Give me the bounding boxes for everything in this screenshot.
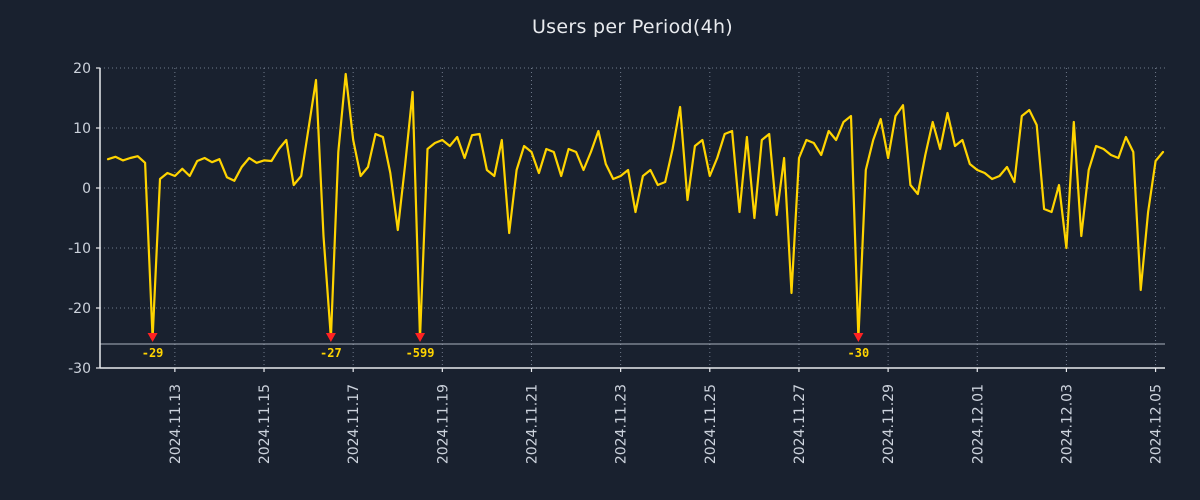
x-tick-label: 2024.11.25 <box>703 384 719 464</box>
min-marker-label: -27 <box>320 346 342 360</box>
x-tick-label: 2024.11.17 <box>346 384 362 464</box>
chart-title: Users per Period(4h) <box>531 16 734 38</box>
x-tick-label: 2024.11.19 <box>435 384 451 464</box>
min-marker-icon <box>853 333 864 342</box>
min-marker-icon <box>147 333 158 342</box>
y-tick-label: 10 <box>73 121 91 137</box>
min-marker-icon <box>415 333 426 342</box>
min-marker-label: -599 <box>406 346 435 360</box>
y-tick-label: -20 <box>68 301 91 317</box>
x-tick-label: 2024.11.13 <box>168 384 184 464</box>
gridlines <box>100 67 1165 368</box>
y-tick-label: 0 <box>82 181 91 197</box>
min-marker-icon <box>325 333 336 342</box>
x-tick-label: 2024.11.15 <box>257 384 273 464</box>
x-axis-labels: 2024.11.13 2024.11.15 2024.11.17 2024.11.19… <box>168 368 1165 464</box>
x-tick-label: 2024.12.01 <box>970 384 986 464</box>
min-marker-label: -29 <box>142 346 164 360</box>
y-tick-label: -10 <box>68 241 91 257</box>
x-tick-label: 2024.11.23 <box>614 384 630 464</box>
x-tick-label: 2024.11.27 <box>792 384 808 464</box>
x-tick-label: 2024.12.05 <box>1149 384 1165 464</box>
y-tick-label: -30 <box>68 361 91 377</box>
min-markers: -29 -27 -599 -30 <box>142 333 869 360</box>
x-tick-label: 2024.11.21 <box>524 384 540 464</box>
y-axis-labels: 20 10 0 -10 -20 -30 <box>68 61 100 377</box>
series-line-users <box>106 72 1165 340</box>
axes <box>99 68 1165 369</box>
min-marker-label: -30 <box>848 346 870 360</box>
x-tick-label: 2024.11.29 <box>881 384 897 464</box>
x-tick-label: 2024.12.03 <box>1059 384 1075 464</box>
y-tick-label: 20 <box>73 61 91 77</box>
